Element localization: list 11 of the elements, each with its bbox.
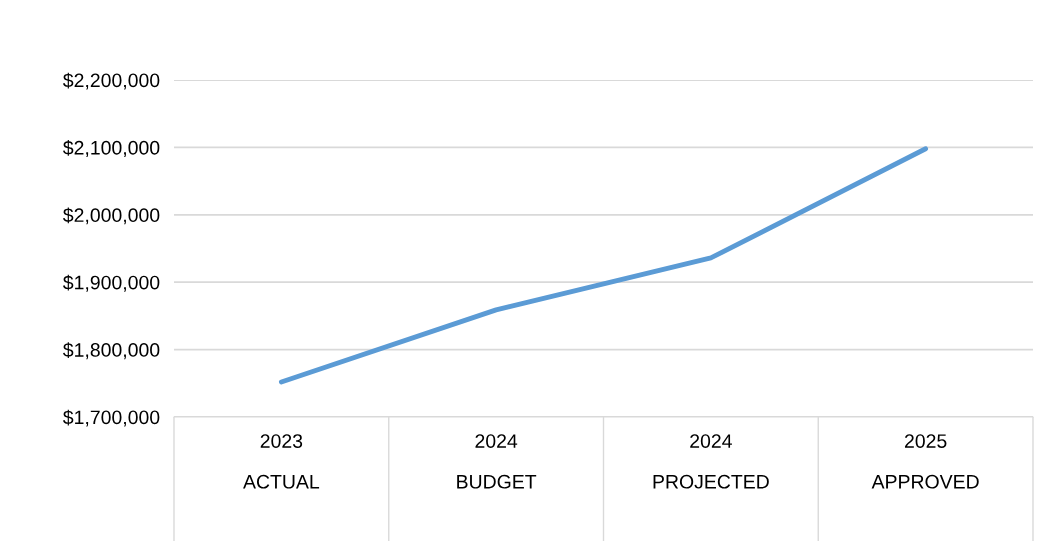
line-series: [278, 146, 929, 385]
y-tick-label: $2,100,000: [63, 140, 160, 157]
category-label: 2023 ACTUAL: [243, 434, 320, 489]
y-tick-label: $1,800,000: [63, 342, 160, 360]
y-tick-label: $1,700,000: [63, 409, 160, 427]
y-tick-label: $1,900,000: [63, 274, 160, 292]
category-label: 2025 APPROVED: [871, 434, 979, 489]
category-label: 2024 BUDGET: [457, 434, 537, 489]
y-tick-label: $2,000,000: [63, 207, 160, 225]
category-label: 2024 PROJECTED: [653, 434, 769, 489]
y-tick-label: $2,200,000: [63, 72, 160, 90]
